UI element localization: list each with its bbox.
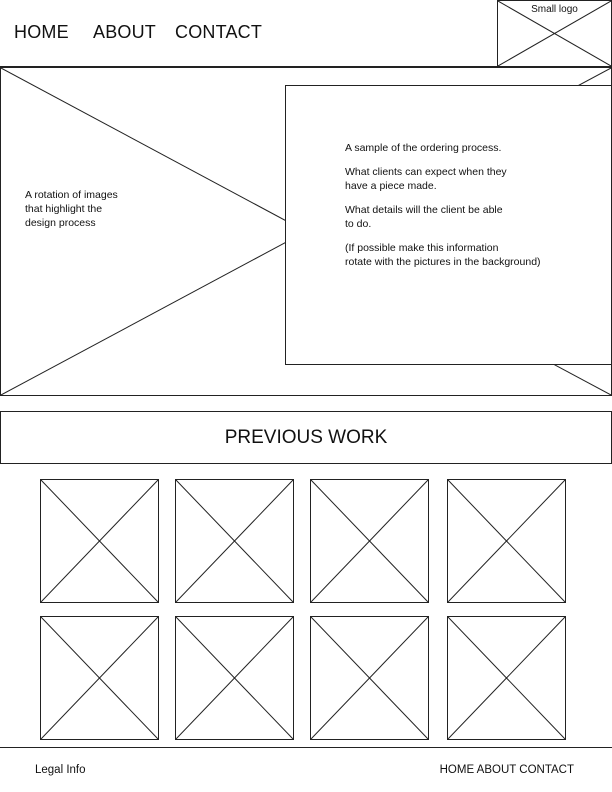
- info-paragraph: (If possible make this information rotate…: [345, 242, 541, 268]
- info-paragraph: What clients can expect when they have a …: [345, 166, 507, 192]
- ordering-info-text: A sample of the ordering process. What c…: [345, 141, 585, 279]
- image-placeholder-icon: [311, 617, 428, 739]
- image-placeholder-icon: [41, 617, 158, 739]
- nav-about-link[interactable]: ABOUT: [93, 22, 157, 42]
- gallery-thumbnail[interactable]: [40, 479, 159, 603]
- hero-caption-line: design process: [25, 217, 96, 229]
- gallery-thumbnail[interactable]: [447, 479, 566, 603]
- gallery-thumbnail[interactable]: [310, 479, 429, 603]
- nav-contact-link[interactable]: CONTACT: [175, 22, 263, 42]
- logo-placeholder[interactable]: Small logo: [497, 0, 612, 67]
- info-paragraph: A sample of the ordering process.: [345, 142, 502, 154]
- page-footer: Legal Info HOME ABOUT CONTACT: [0, 747, 612, 792]
- hero-caption-line: that highlight the: [25, 203, 103, 215]
- hero-caption: A rotation of images that highlight the …: [25, 188, 185, 230]
- gallery-thumbnail[interactable]: [40, 616, 159, 740]
- legal-info-link[interactable]: Legal Info: [35, 764, 86, 776]
- gallery-thumbnail[interactable]: [175, 479, 294, 603]
- image-placeholder-icon: [176, 617, 293, 739]
- header-divider: [0, 66, 612, 67]
- info-paragraph: What details will the client be able to d…: [345, 204, 503, 230]
- gallery-thumbnail[interactable]: [175, 616, 294, 740]
- image-placeholder-icon: [41, 480, 158, 602]
- gallery-thumbnail[interactable]: [447, 616, 566, 740]
- image-placeholder-icon: [448, 480, 565, 602]
- image-placeholder-icon: [176, 480, 293, 602]
- footer-nav-links[interactable]: HOME ABOUT CONTACT: [439, 764, 574, 776]
- logo-label: Small logo: [531, 4, 578, 15]
- nav-home-link[interactable]: HOME: [14, 22, 69, 42]
- previous-work-header: PREVIOUS WORK: [0, 411, 612, 464]
- image-placeholder-icon: [448, 617, 565, 739]
- section-title: PREVIOUS WORK: [224, 427, 388, 448]
- top-nav: HOME ABOUT CONTACT: [0, 0, 497, 67]
- ordering-info-panel: A sample of the ordering process. What c…: [285, 85, 612, 365]
- hero-caption-line: A rotation of images: [25, 189, 118, 201]
- image-placeholder-icon: [311, 480, 428, 602]
- gallery-grid: [0, 470, 612, 740]
- logo-image-placeholder-icon: [497, 0, 612, 67]
- gallery-thumbnail[interactable]: [310, 616, 429, 740]
